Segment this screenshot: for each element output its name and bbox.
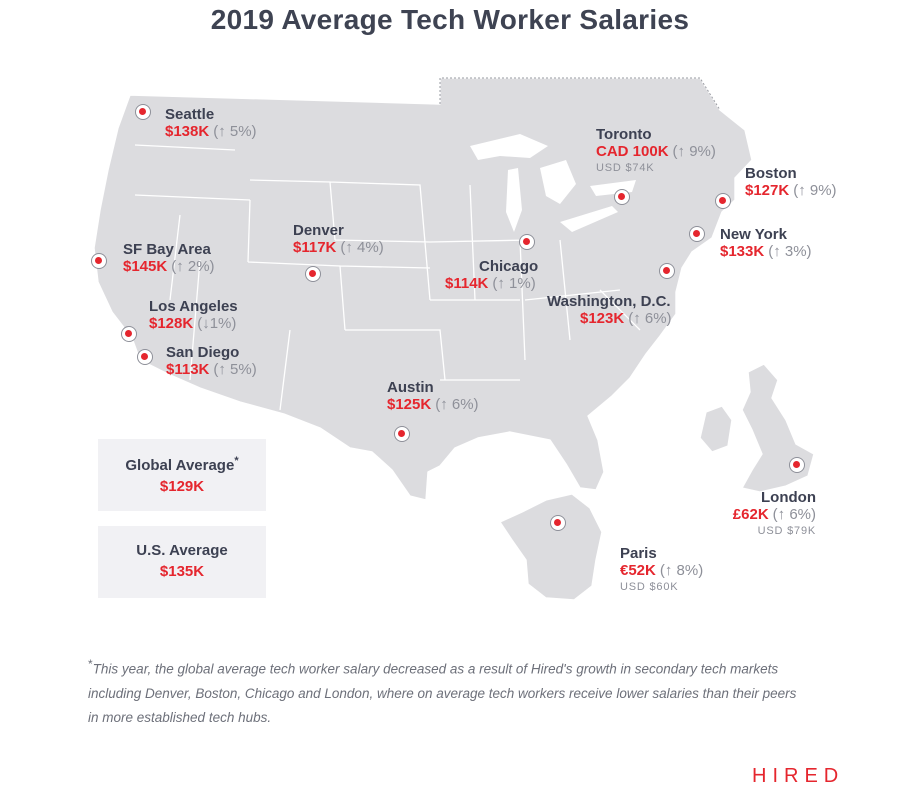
city-name: Paris	[620, 545, 657, 562]
map-pin-boston[interactable]	[715, 193, 731, 209]
map-pin-chicago[interactable]	[519, 234, 535, 250]
city-salary: $123K	[580, 309, 625, 327]
footnote: *This year, the global average tech work…	[88, 652, 808, 730]
city-name: Los Angeles	[149, 298, 238, 315]
map-pin-newyork[interactable]	[689, 226, 705, 242]
lake-erie	[560, 206, 618, 232]
city-label-denver: Denver $117K (↑ 4%)	[293, 222, 384, 257]
global-average-value: $129K	[159, 478, 205, 495]
us-average-box: U.S. Average $135K	[98, 526, 266, 598]
city-change: (↑ 6%)	[772, 505, 816, 523]
map-pin-sf[interactable]	[91, 253, 107, 269]
city-name: London	[761, 489, 816, 506]
france	[499, 493, 603, 601]
map-pin-austin[interactable]	[394, 426, 410, 442]
city-usd: USD $74K	[596, 161, 655, 174]
canada-border	[439, 77, 721, 111]
city-label-seattle: Seattle $138K (↑ 5%)	[165, 106, 257, 141]
state-lines	[134, 144, 641, 411]
city-salary: $127K	[745, 181, 790, 199]
city-change: (↑ 9%)	[793, 181, 837, 199]
map-pin-sd[interactable]	[137, 349, 153, 365]
city-label-newyork: New York $133K (↑ 3%)	[720, 226, 812, 261]
city-salary: £62K	[732, 505, 769, 523]
city-label-london: London £62K (↑ 6%) USD $79K	[712, 489, 816, 537]
city-change: (↑ 8%)	[659, 561, 704, 579]
map-pin-seattle[interactable]	[135, 104, 151, 120]
map-pin-toronto[interactable]	[614, 189, 630, 205]
city-name: Denver	[293, 222, 344, 239]
city-name: Chicago	[479, 258, 539, 275]
city-usd: USD $60K	[620, 580, 679, 593]
city-name: New York	[720, 226, 787, 243]
city-change: (↑ 2%)	[171, 257, 215, 275]
city-change: (↑ 3%)	[768, 242, 812, 260]
city-change: (↑ 6%)	[435, 395, 479, 413]
city-label-toronto: Toronto CAD 100K (↑ 9%) USD $74K	[596, 126, 716, 174]
city-change: (↑ 5%)	[213, 360, 257, 378]
global-average-box: Global Average* $129K	[98, 439, 266, 511]
ireland	[699, 405, 733, 453]
city-name: San Diego	[166, 344, 240, 361]
city-name: SF Bay Area	[123, 241, 211, 258]
footnote-asterisk: *	[88, 657, 93, 671]
city-label-chicago: Chicago $114K (↑ 1%)	[445, 258, 539, 293]
city-salary: $114K	[445, 274, 489, 292]
map-pin-london[interactable]	[789, 457, 805, 473]
city-salary: $138K	[165, 122, 210, 140]
city-name: Boston	[745, 165, 797, 182]
city-label-la: Los Angeles $128K (↓1%)	[149, 298, 238, 333]
city-label-dc: Washington, D.C. $123K (↑ 6%)	[547, 293, 672, 328]
map-pin-la[interactable]	[121, 326, 137, 342]
city-label-boston: Boston $127K (↑ 9%)	[745, 165, 837, 200]
city-label-sf: SF Bay Area $145K (↑ 2%)	[123, 241, 215, 276]
city-label-sd: San Diego $113K (↑ 5%)	[166, 344, 257, 379]
map-pin-dc[interactable]	[659, 263, 675, 279]
city-change: (↑ 5%)	[213, 122, 257, 140]
city-change: (↑ 6%)	[628, 309, 672, 327]
city-salary: $117K	[293, 238, 337, 256]
city-name: Seattle	[165, 106, 215, 123]
lake-superior	[470, 134, 548, 160]
great-britain	[741, 363, 815, 493]
city-name: Austin	[387, 379, 434, 396]
us-average-label: U.S. Average	[136, 542, 228, 559]
city-salary: $145K	[123, 257, 168, 275]
footnote-text: This year, the global average tech worke…	[88, 661, 797, 725]
city-salary: $133K	[720, 242, 765, 260]
global-average-asterisk: *	[234, 455, 239, 467]
city-change: (↑ 9%)	[672, 142, 716, 160]
lake-huron	[540, 160, 576, 204]
hired-logo: HIRED	[752, 765, 845, 787]
us-average-value: $135K	[159, 563, 205, 580]
city-salary: CAD 100K	[596, 142, 669, 160]
city-label-paris: Paris €52K (↑ 8%) USD $60K	[620, 545, 704, 593]
city-change: (↓1%)	[197, 314, 237, 332]
map-pin-denver[interactable]	[305, 266, 321, 282]
city-salary: $113K	[166, 360, 210, 378]
city-salary: €52K	[620, 561, 656, 579]
city-name: Toronto	[596, 126, 652, 143]
city-salary: $128K	[149, 314, 194, 332]
map-pin-paris[interactable]	[550, 515, 566, 531]
city-name: Washington, D.C.	[547, 293, 671, 310]
city-usd: USD $79K	[757, 524, 816, 537]
city-label-austin: Austin $125K (↑ 6%)	[387, 379, 479, 414]
global-average-label: Global Average	[125, 457, 235, 474]
city-change: (↑ 1%)	[492, 274, 536, 292]
city-salary: $125K	[387, 395, 432, 413]
lake-michigan	[506, 168, 522, 232]
city-change: (↑ 4%)	[340, 238, 384, 256]
page-title: 2019 Average Tech Worker Salaries	[210, 4, 690, 35]
